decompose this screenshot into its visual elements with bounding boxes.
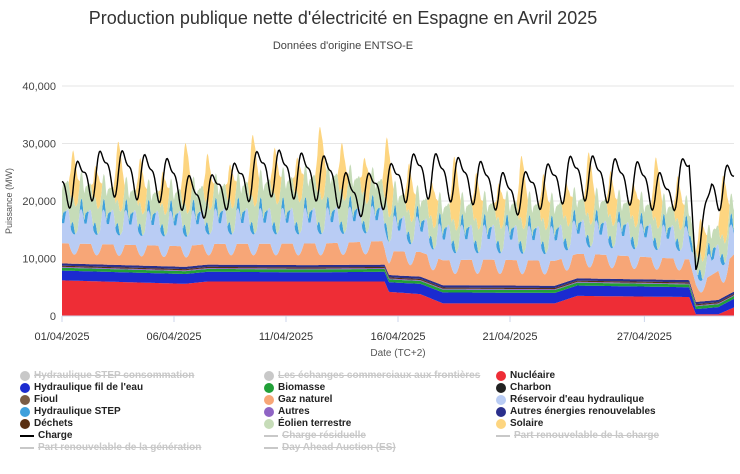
legend-dot-icon [264,406,274,417]
legend-line-swatch-icon [264,446,278,449]
legend-dot-icon [264,418,274,429]
legend-line-swatch-icon [496,434,510,437]
legend-item[interactable]: Éolien terrestre [264,418,351,429]
line-series-charge [61,149,735,271]
legend-dot-icon [264,382,274,393]
chart-title: Production publique nette d'électricité … [88,8,598,28]
legend-label: Fioul [34,394,58,405]
x-tick-label: 06/04/2025 [146,331,201,343]
legend-label: Hydraulique STEP consommation [34,370,195,381]
legend-label: Autres [278,406,310,417]
legend-item[interactable]: Réservoir d'eau hydraulique [496,394,644,405]
y-tick-label: 20,000 [22,196,56,208]
legend-item[interactable]: Charbon [496,382,551,393]
legend-dot-icon [20,382,30,393]
legend-label: Charbon [510,382,552,393]
legend-label: Part renouvelable de la génération [38,442,202,453]
legend-label: Part renouvelable de la charge [514,430,660,441]
y-tick-label: 30,000 [22,139,56,151]
y-axis-title: Puissance (MW) [4,168,14,234]
legend-label: Réservoir d'eau hydraulique [510,394,645,405]
legend-label: Éolien terrestre [278,418,352,429]
legend-item[interactable]: Charge [20,430,72,441]
x-tick-label: 21/04/2025 [482,331,537,343]
legend-line-swatch-icon [20,434,34,437]
legend-label: Hydraulique STEP [34,406,121,417]
legend-item[interactable]: Nucléaire [496,370,555,381]
legend-dot-icon [20,394,30,405]
legend-line-swatch-icon [20,446,34,449]
legend-label: Les échanges commerciaux aux frontières [278,370,481,381]
legend-item[interactable]: Part renouvelable de la génération [20,442,201,453]
legend-dot-icon [496,406,506,417]
x-axis-title: Date (TC+2) [370,348,425,359]
legend-label: Nucléaire [510,370,556,381]
legend-item[interactable]: Day Ahead Auction (ES) [264,442,396,453]
legend-dot-icon [496,370,506,381]
legend-item[interactable]: Déchets [20,418,73,429]
area-series-nucl-aire [62,280,734,316]
legend-item[interactable]: Hydraulique STEP consommation [20,370,194,381]
legend-dot-icon [264,394,274,405]
legend-label: Solaire [510,418,544,429]
legend-label: Autres énergies renouvelables [510,406,656,417]
legend-item[interactable]: Biomasse [264,382,325,393]
y-tick-label: 0 [50,311,56,323]
legend-line-swatch-icon [264,434,278,437]
x-tick-label: 27/04/2025 [617,331,672,343]
area-series-autres-nergies-renouvelables [62,263,734,305]
y-tick-label: 40,000 [22,81,56,93]
legend-item[interactable]: Fioul [20,394,58,405]
legend-dot-icon [20,370,30,381]
legend-dot-icon [496,394,506,405]
legend-item[interactable]: Autres énergies renouvelables [496,406,656,417]
legend-label: Gaz naturel [278,394,333,405]
legend-item[interactable]: Gaz naturel [264,394,332,405]
legend-item[interactable]: Solaire [496,418,543,429]
area-series-r-servoir-d-eau-hydraulique [62,205,734,293]
x-tick-label: 11/04/2025 [259,331,313,343]
legend-dot-icon [496,418,506,429]
legend-item[interactable]: Autres [264,406,310,417]
legend-item[interactable]: Part renouvelable de la charge [496,430,659,441]
area-series--olien-terrestre [62,162,734,280]
legend-dot-icon [264,370,274,381]
x-tick-label: 01/04/2025 [34,331,89,343]
legend-item[interactable]: Charge résiduelle [264,430,366,441]
legend-dot-icon [20,406,30,417]
legend-item[interactable]: Hydraulique STEP [20,406,121,417]
legend-label: Charge [38,430,73,441]
legend-dot-icon [20,418,30,429]
area-series-gaz-naturel [62,241,734,302]
legend-label: Charge résiduelle [282,430,366,441]
chart-subtitle: Données d'origine ENTSO-E [272,40,414,52]
legend-item[interactable]: Les échanges commerciaux aux frontières [264,370,480,381]
area-series-biomasse [62,267,734,310]
legend-item[interactable]: Hydraulique fil de l'eau [20,382,143,393]
y-tick-label: 10,000 [22,254,56,266]
x-tick-label: 16/04/2025 [370,331,425,343]
legend-label: Déchets [34,418,73,429]
legend-label: Day Ahead Auction (ES) [282,442,396,453]
area-series-hydraulique-fil-de-l-eau [62,270,734,315]
legend-dot-icon [496,382,506,393]
legend-label: Biomasse [278,382,326,393]
legend-label: Hydraulique fil de l'eau [34,382,144,393]
